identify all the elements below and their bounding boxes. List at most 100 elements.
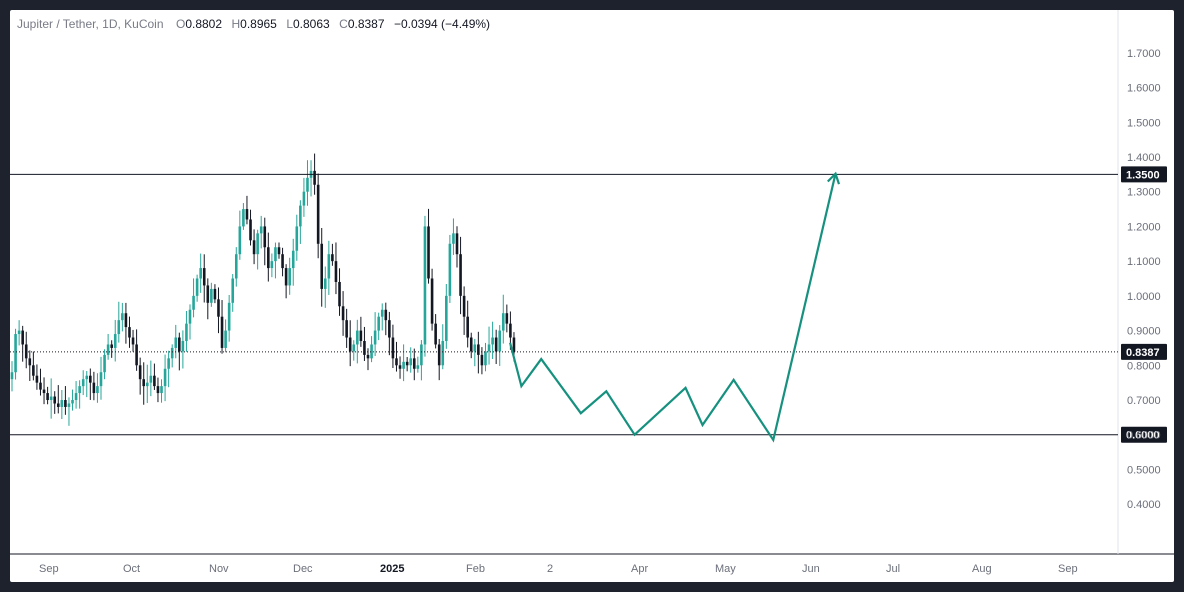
projection-path: [509, 171, 841, 443]
candle-body: [398, 365, 402, 369]
candle-body: [192, 295, 195, 310]
candle-body: [121, 313, 124, 321]
price-axis[interactable]: 1.7000 1.6000 1.5000 1.4000 1.3000 1.2000 1.10…: [1127, 48, 1161, 511]
y-tick-label: 0.5000: [1127, 464, 1161, 476]
candle-body: [373, 330, 377, 345]
candle-body: [252, 240, 256, 255]
open-label: O: [176, 17, 185, 31]
candle-body: [302, 191, 306, 206]
candle-body: [174, 337, 178, 348]
candle-body: [142, 379, 146, 387]
candle-body: [487, 344, 491, 352]
candle-body: [356, 330, 359, 345]
candle-body: [96, 386, 99, 394]
last-price-label: 0.8387: [1126, 347, 1160, 359]
candle-body: [249, 219, 252, 241]
chart-grid: [10, 10, 1174, 555]
candle-body: [238, 226, 242, 255]
price-chart[interactable]: Jupiter / Tether, 1D, KuCoin O0.8802 H0.…: [10, 10, 1174, 582]
candle-body: [484, 351, 487, 366]
candle-body: [49, 396, 53, 401]
last-price-tag: [1121, 343, 1167, 360]
candle-body: [306, 177, 309, 192]
candle-body: [64, 400, 67, 407]
candle-body: [53, 396, 57, 404]
candle-body: [459, 254, 462, 296]
y-tick-label: 1.3000: [1127, 187, 1161, 199]
candle-body: [341, 306, 345, 321]
y-tick-label: 0.7000: [1127, 395, 1161, 407]
x-tick-label: Apr: [631, 563, 648, 575]
candle-body: [46, 393, 49, 401]
candle-body: [412, 358, 416, 369]
low-value: 0.8063: [293, 17, 330, 31]
candle-body: [145, 382, 149, 387]
candle-body: [480, 354, 484, 366]
candle-body: [366, 354, 370, 359]
candles: [10, 153, 516, 426]
x-tick-label: Dec: [293, 563, 313, 575]
candle-body: [227, 302, 231, 331]
candle-body: [42, 389, 46, 394]
level-price-label: 1.3500: [1126, 169, 1160, 181]
candle-body: [434, 323, 437, 345]
candle-body: [277, 247, 281, 255]
candle-body: [352, 344, 356, 352]
candle-body: [416, 365, 420, 369]
candle-body: [512, 337, 516, 352]
time-axis[interactable]: Sep Oct Nov Dec 2025 Feb 2 Apr May Jun Jul Aug Sep: [39, 563, 1078, 575]
chart-panel[interactable]: Jupiter / Tether, 1D, KuCoin O0.8802 H0.…: [10, 10, 1174, 582]
candle-body: [234, 254, 238, 279]
candle-body: [448, 243, 452, 296]
candle-body: [494, 337, 498, 352]
candle-body: [491, 337, 494, 345]
close-label: C: [339, 17, 348, 31]
candle-body: [291, 250, 295, 269]
projection-line: [509, 173, 837, 443]
candle-body: [32, 365, 35, 376]
candle-body: [299, 205, 302, 227]
y-tick-label: 0.6000: [1127, 430, 1161, 442]
x-tick-label: May: [715, 563, 736, 575]
candle-body: [10, 372, 14, 380]
candle-body: [231, 278, 235, 303]
candle-body: [185, 323, 188, 341]
candle-body: [224, 330, 227, 348]
close-value: 0.8387: [348, 17, 385, 31]
candle-body: [89, 375, 92, 383]
candle-body: [39, 382, 42, 390]
candle-body: [466, 316, 469, 338]
candle-body: [267, 247, 270, 269]
candle-body: [281, 254, 284, 269]
y-tick-label: 0.9000: [1127, 326, 1161, 338]
candle-body: [21, 330, 24, 345]
high-label: H: [231, 17, 240, 31]
candle-body: [56, 403, 60, 407]
open-value: 0.8802: [185, 17, 222, 31]
candle-body: [24, 344, 28, 359]
candle-body: [60, 400, 64, 407]
x-tick-label: Feb: [466, 563, 485, 575]
candle-body: [213, 288, 217, 300]
candle-body: [149, 375, 153, 383]
candle-body: [256, 233, 259, 255]
candle-body: [270, 261, 274, 269]
candle-body: [259, 226, 263, 234]
candle-body: [327, 254, 331, 279]
y-tick-label: 1.4000: [1127, 152, 1161, 164]
candle-body: [263, 226, 267, 248]
candle-body: [345, 320, 348, 338]
candle-body: [113, 334, 117, 348]
high-value: 0.8965: [240, 17, 277, 31]
x-tick-label: Jun: [802, 563, 820, 575]
candle-body: [14, 334, 17, 373]
candle-body: [74, 393, 78, 401]
candle-body: [135, 344, 138, 366]
chart-header: Jupiter / Tether, 1D, KuCoin O0.8802 H0.…: [17, 15, 490, 32]
level-price-label: 0.6000: [1126, 430, 1160, 442]
candle-body: [85, 375, 89, 380]
candle-body: [323, 278, 327, 289]
y-tick-label: 0.8000: [1127, 360, 1161, 372]
candle-body: [210, 288, 213, 303]
candle-body: [388, 320, 391, 338]
